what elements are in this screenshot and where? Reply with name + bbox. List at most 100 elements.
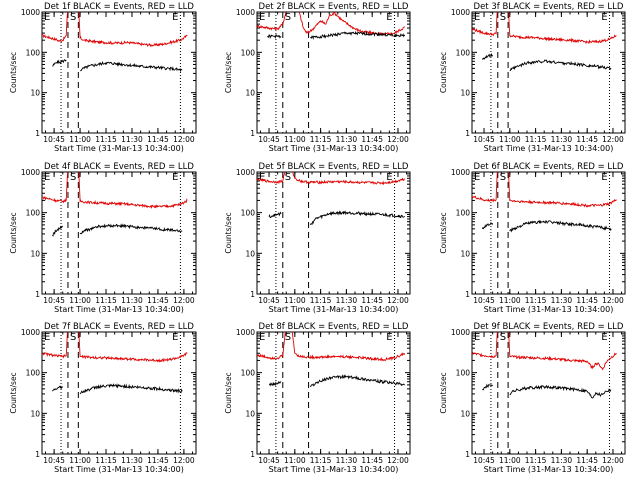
lld-series-line [42,332,188,363]
x-tick-label: 10:45 [43,135,65,144]
y-tick-label: 10 [460,89,470,98]
x-tick-label: 12:00 [173,296,195,305]
x-tick-label: 10:45 [473,135,495,144]
x-tick-label: 11:30 [551,135,573,144]
y-tick-label: 10 [460,249,470,258]
y-tick-label: 100 [456,209,471,218]
x-tick-label: 11:00 [284,296,306,305]
x-tick-label: 10:45 [43,296,65,305]
marker-label-end: E [172,332,178,343]
marker-label-s: S [70,172,76,183]
lld-series-line [472,332,617,371]
panel-title: Det 3f BLACK = Events, RED = LLD [474,2,624,12]
marker-label-end: E [172,172,178,183]
x-tick-label: 12:00 [387,456,409,465]
x-tick-label: 11:00 [499,135,521,144]
marker-label-start: E [44,332,50,343]
marker-label-end: E [172,12,178,23]
x-tick-label: 11:30 [121,296,143,305]
y-tick-label: 1000 [236,8,255,17]
marker-label-start: E [44,172,50,183]
lld-series-line [257,332,406,362]
x-tick-label: 11:15 [95,135,117,144]
x-tick-label: 10:45 [258,456,280,465]
x-axis-label: Start Time (31-Mar-13 10:34:00) [54,305,184,314]
y-axis-label: Counts/sec [439,212,448,253]
plot-frame [256,331,411,455]
y-tick-label: 1000 [451,328,470,337]
x-axis-label: Start Time (31-Mar-13 10:34:00) [484,465,614,474]
marker-label-s: S [285,332,291,343]
panel-1: Det 1f BLACK = Events, RED = LLD 1 10 100 10… [9,2,197,153]
panel-title: Det 9f BLACK = Events, RED = LLD [474,322,624,332]
plot-frame [41,171,197,295]
panel-8: Det 8f BLACK = Events, RED = LLD 1 10 100 10… [224,322,411,474]
y-axis-label: Counts/sec [224,212,233,253]
x-tick-label: 12:00 [602,456,624,465]
panel-title: Det 8f BLACK = Events, RED = LLD [259,322,409,332]
x-tick-label: 11:45 [576,456,598,465]
lld-series-line [257,172,405,186]
events-series-line [482,383,612,399]
x-tick-label: 11:00 [499,456,521,465]
x-tick-label: 10:45 [473,296,495,305]
x-tick-label: 11:45 [361,456,383,465]
y-axis-label: Counts/sec [439,372,448,413]
x-tick-label: 11:30 [336,135,358,144]
y-tick-label: 1 [250,290,255,299]
marker-label-end: E [386,172,392,183]
x-tick-label: 11:15 [95,296,117,305]
y-tick-label: 10 [30,409,40,418]
events-series-line [268,210,405,226]
y-tick-label: 1000 [236,168,255,177]
x-tick-label: 11:15 [310,456,332,465]
lld-series-line [257,12,406,37]
events-series-line [52,223,183,237]
y-tick-label: 1 [35,290,40,299]
y-tick-label: 100 [26,48,41,57]
marker-label-start: E [44,12,50,23]
x-tick-label: 11:30 [551,456,573,465]
marker-label-start: E [259,12,265,23]
x-tick-label: 11:30 [551,296,573,305]
y-tick-label: 1000 [451,8,470,17]
lld-series-line [472,172,617,208]
panel-3: Det 3f BLACK = Events, RED = LLD 1 10 100 10… [439,2,626,153]
y-axis-label: Counts/sec [9,52,18,93]
y-tick-label: 1 [465,129,470,138]
panel-title: Det 5f BLACK = Events, RED = LLD [259,162,409,172]
y-tick-label: 1 [35,129,40,138]
x-tick-label: 11:15 [310,135,332,144]
x-tick-label: 12:00 [602,296,624,305]
panel-title: Det 6f BLACK = Events, RED = LLD [474,162,624,172]
y-tick-label: 100 [456,369,471,378]
x-tick-label: 10:45 [258,135,280,144]
marker-label-s: S [285,172,291,183]
y-tick-label: 100 [26,369,41,378]
y-tick-label: 10 [30,249,40,258]
y-tick-label: 1 [465,450,470,459]
panel-title: Det 4f BLACK = Events, RED = LLD [44,162,194,172]
x-tick-label: 11:00 [284,456,306,465]
marker-label-end: E [601,172,607,183]
y-tick-label: 1 [465,290,470,299]
lld-series-line [42,12,188,48]
x-tick-label: 11:00 [69,135,91,144]
x-tick-label: 11:45 [576,296,598,305]
y-tick-label: 1000 [21,168,40,177]
marker-label-s: S [70,332,76,343]
x-tick-label: 11:30 [336,296,358,305]
lld-series-line [42,172,188,209]
marker-label-s: S [500,12,506,23]
events-series-line [268,374,405,388]
x-tick-label: 11:45 [361,135,383,144]
x-axis-label: Start Time (31-Mar-13 10:34:00) [54,465,184,474]
y-tick-label: 100 [241,369,256,378]
y-axis-label: Counts/sec [439,52,448,93]
y-tick-label: 1000 [21,8,40,17]
marker-label-s: S [500,172,506,183]
y-tick-label: 10 [245,249,255,258]
x-tick-label: 12:00 [173,135,195,144]
x-tick-label: 11:15 [310,296,332,305]
